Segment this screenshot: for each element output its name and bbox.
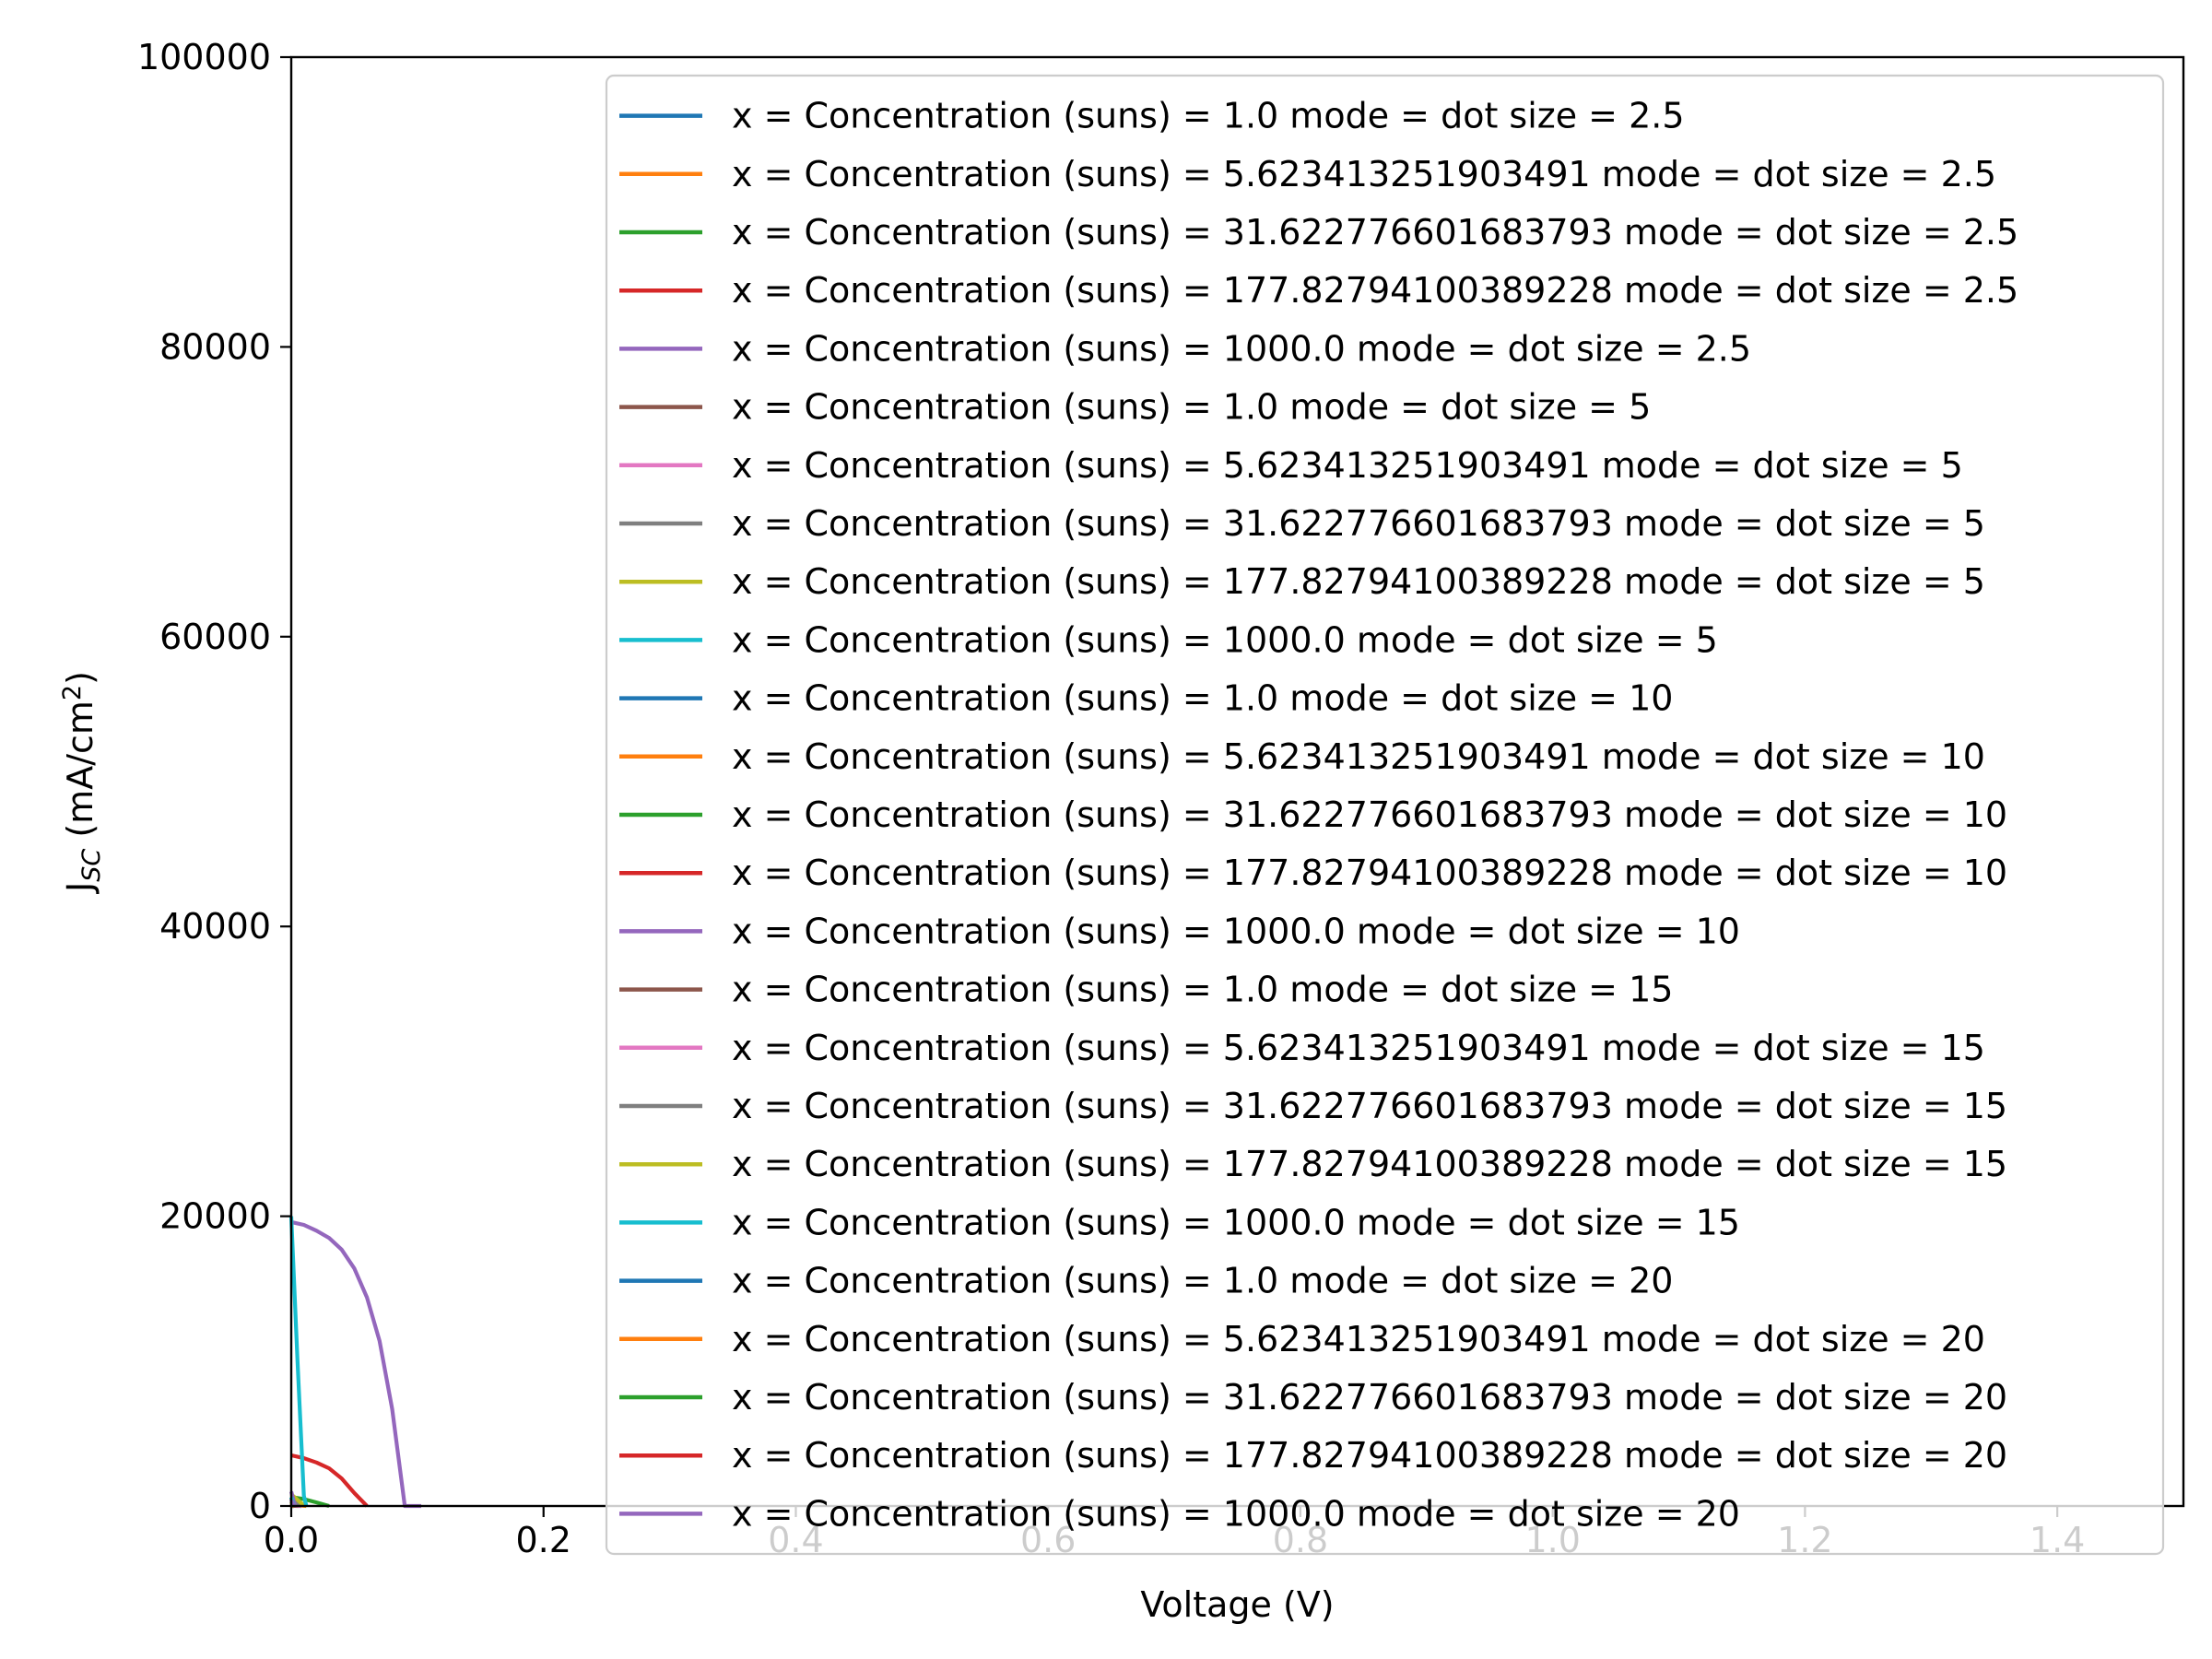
legend: x = Concentration (suns) = 1.0 mode = do… xyxy=(605,74,2165,1556)
legend-label: x = Concentration (suns) = 1.0 mode = do… xyxy=(732,678,1673,719)
legend-label: x = Concentration (suns) = 1000.0 mode =… xyxy=(732,1202,1740,1242)
legend-entry: x = Concentration (suns) = 5.62341325190… xyxy=(619,1028,1985,1068)
legend-label: x = Concentration (suns) = 1.0 mode = do… xyxy=(732,1261,1673,1301)
legend-label: x = Concentration (suns) = 1000.0 mode =… xyxy=(732,619,1718,660)
x-tick-label: 0.0 xyxy=(264,1520,319,1560)
legend-entry: x = Concentration (suns) = 177.827941003… xyxy=(619,561,1985,602)
legend-label: x = Concentration (suns) = 1.0 mode = do… xyxy=(732,387,1651,428)
legend-label: x = Concentration (suns) = 177.827941003… xyxy=(732,561,1985,602)
legend-label: x = Concentration (suns) = 177.827941003… xyxy=(732,270,2018,311)
legend-entry: x = Concentration (suns) = 1.0 mode = do… xyxy=(619,678,1673,719)
legend-label: x = Concentration (suns) = 1000.0 mode =… xyxy=(732,911,1740,951)
y-tick-label: 0 xyxy=(249,1486,271,1526)
legend-entry: x = Concentration (suns) = 1.0 mode = do… xyxy=(619,970,1673,1010)
legend-entry: x = Concentration (suns) = 1000.0 mode =… xyxy=(619,619,1718,660)
x-axis-label: Voltage (V) xyxy=(1140,1584,1334,1625)
legend-entry: x = Concentration (suns) = 1000.0 mode =… xyxy=(619,1493,1740,1534)
legend-entry: x = Concentration (suns) = 5.62341325190… xyxy=(619,445,1963,486)
series-line-10 xyxy=(288,1216,309,1507)
legend-entry: x = Concentration (suns) = 177.827941003… xyxy=(619,1144,2007,1184)
legend-entry: x = Concentration (suns) = 5.62341325190… xyxy=(619,1319,1985,1359)
legend-box xyxy=(605,74,2165,1556)
legend-entry: x = Concentration (suns) = 177.827941003… xyxy=(619,270,2018,311)
legend-label: x = Concentration (suns) = 1000.0 mode =… xyxy=(732,1493,1740,1534)
legend-label: x = Concentration (suns) = 31.6227766016… xyxy=(732,794,2007,835)
legend-label: x = Concentration (suns) = 5.62341325190… xyxy=(732,736,1985,777)
legend-label: x = Concentration (suns) = 5.62341325190… xyxy=(732,154,1996,194)
legend-entry: x = Concentration (suns) = 1000.0 mode =… xyxy=(619,328,1751,369)
legend-label: x = Concentration (suns) = 5.62341325190… xyxy=(732,445,1963,486)
legend-entry: x = Concentration (suns) = 5.62341325190… xyxy=(619,736,1985,777)
y-axis-label-superscript: 2 xyxy=(58,685,87,700)
legend-entry: x = Concentration (suns) = 31.6227766016… xyxy=(619,794,2007,835)
legend-label: x = Concentration (suns) = 31.6227766016… xyxy=(732,1086,2007,1126)
legend-entry: x = Concentration (suns) = 31.6227766016… xyxy=(619,1377,2007,1418)
legend-label: x = Concentration (suns) = 1.0 mode = do… xyxy=(732,970,1673,1010)
y-axis-label-unit: (mA/cm xyxy=(60,700,100,849)
legend-label: x = Concentration (suns) = 5.62341325190… xyxy=(732,1319,1985,1359)
legend-label: x = Concentration (suns) = 31.6227766016… xyxy=(732,503,1985,544)
y-axis-label: JSC (mA/cm2) xyxy=(58,671,106,894)
legend-label: x = Concentration (suns) = 177.827941003… xyxy=(732,1144,2007,1184)
y-axis-label-unit-end: ) xyxy=(60,671,100,685)
legend-entry: x = Concentration (suns) = 1.0 mode = do… xyxy=(619,96,1685,136)
y-axis: 0 20000 40000 60000 80000 100000 xyxy=(137,37,291,1526)
x-tick-label: 0.2 xyxy=(516,1520,571,1560)
legend-entry: x = Concentration (suns) = 177.827941003… xyxy=(619,1435,2007,1476)
y-axis-label-base: J xyxy=(60,882,100,894)
legend-entry: x = Concentration (suns) = 1000.0 mode =… xyxy=(619,911,1740,951)
y-tick-label: 60000 xyxy=(159,617,271,657)
legend-label: x = Concentration (suns) = 1000.0 mode =… xyxy=(732,328,1751,369)
y-axis-label-subscript: SC xyxy=(77,849,106,882)
legend-entry: x = Concentration (suns) = 1000.0 mode =… xyxy=(619,1202,1740,1242)
legend-label: x = Concentration (suns) = 177.827941003… xyxy=(732,853,2007,893)
y-tick-label: 40000 xyxy=(159,906,271,947)
y-tick-label: 100000 xyxy=(137,37,271,77)
y-tick-label: 80000 xyxy=(159,326,271,367)
legend-entry: x = Concentration (suns) = 5.62341325190… xyxy=(619,154,1996,194)
legend-entry: x = Concentration (suns) = 31.6227766016… xyxy=(619,1086,2007,1126)
legend-entry: x = Concentration (suns) = 1.0 mode = do… xyxy=(619,1261,1673,1301)
y-tick-label: 20000 xyxy=(159,1196,271,1237)
legend-label: x = Concentration (suns) = 31.6227766016… xyxy=(732,212,2018,253)
legend-label: x = Concentration (suns) = 177.827941003… xyxy=(732,1435,2007,1476)
legend-entry: x = Concentration (suns) = 31.6227766016… xyxy=(619,503,1985,544)
legend-label: x = Concentration (suns) = 5.62341325190… xyxy=(732,1028,1985,1068)
legend-entry: x = Concentration (suns) = 31.6227766016… xyxy=(619,212,2018,253)
legend-label: x = Concentration (suns) = 31.6227766016… xyxy=(732,1377,2007,1418)
legend-entry: x = Concentration (suns) = 1.0 mode = do… xyxy=(619,387,1651,428)
legend-entry: x = Concentration (suns) = 177.827941003… xyxy=(619,853,2007,893)
legend-label: x = Concentration (suns) = 1.0 mode = do… xyxy=(732,96,1685,136)
